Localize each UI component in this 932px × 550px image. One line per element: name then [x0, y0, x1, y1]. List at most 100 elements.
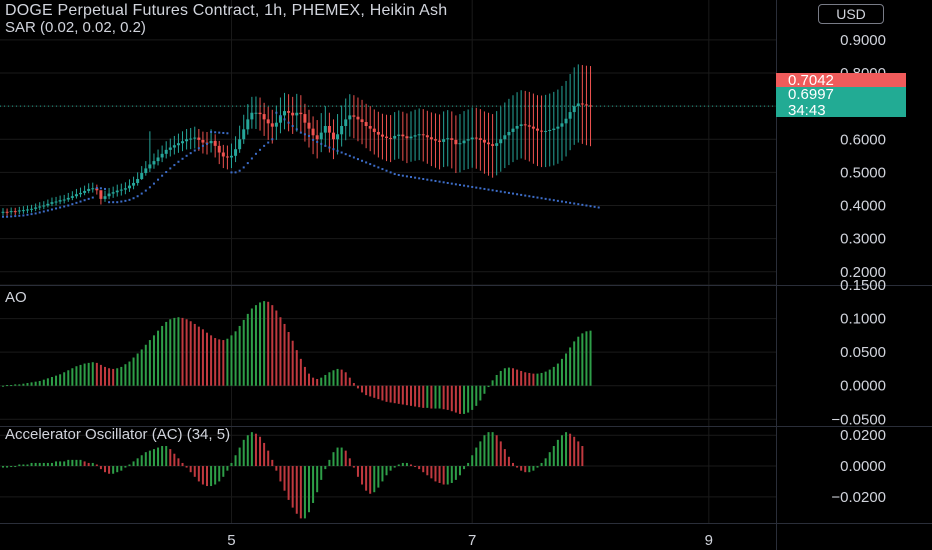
candle-body [401, 134, 405, 137]
ao-bar [46, 378, 49, 386]
sar-point [548, 198, 551, 201]
sar-point [157, 178, 160, 181]
candle-body [311, 128, 315, 136]
candle-body [164, 149, 168, 154]
sar-point [365, 161, 368, 164]
ac-bar [434, 466, 437, 482]
ao-bar [373, 385, 376, 398]
ac-bar [79, 459, 82, 467]
ac-bar [577, 441, 580, 467]
sar-point [46, 209, 49, 212]
symbol-title[interactable]: DOGE Perpetual Futures Contract, 1h, PHE… [5, 2, 448, 19]
ac-bar [401, 462, 404, 467]
ac-bar [442, 466, 445, 485]
ao-bar [479, 385, 482, 401]
sar-point [516, 193, 519, 196]
ac-bar [283, 466, 286, 491]
ao-bar [91, 362, 94, 386]
sar-point [181, 157, 184, 160]
candle-body [540, 130, 544, 132]
ao-bar [520, 370, 523, 386]
ao-bar [499, 370, 502, 386]
candle-body [360, 119, 364, 123]
candle-body [417, 134, 421, 136]
ao-bar [177, 317, 180, 386]
ao-bar [112, 368, 115, 386]
ac-bar [152, 449, 155, 467]
ac-bar [250, 432, 253, 467]
candle-body [564, 118, 568, 124]
price-pane[interactable] [0, 64, 776, 218]
candle-body [340, 126, 344, 135]
ao-bar [336, 368, 339, 386]
ao-indicator-label[interactable]: AO [5, 289, 27, 306]
ao-bar [332, 370, 335, 386]
sar-point [381, 168, 384, 171]
ac-bar [22, 464, 25, 467]
ao-bar [320, 377, 323, 386]
ac-pane[interactable] [2, 432, 584, 519]
sar-point [479, 187, 482, 190]
ao-bar [589, 330, 592, 386]
candle-body [160, 153, 164, 158]
ac-bar [512, 462, 514, 467]
candle-body [487, 142, 491, 145]
ao-bar [524, 372, 527, 386]
ao-bar [234, 331, 237, 386]
ac-indicator-label[interactable]: Accelerator Oscillator (AC) (34, 5) [5, 426, 231, 443]
sar-point [454, 183, 457, 186]
sar-point [242, 166, 245, 169]
candle-body [103, 196, 107, 199]
sar-point [59, 206, 62, 209]
ao-bar [22, 383, 25, 386]
candle-body [189, 138, 193, 140]
candle-body [13, 211, 17, 213]
candle-body [225, 156, 229, 158]
price-tick-label: 0.6000 [840, 131, 886, 148]
candle-body [30, 208, 34, 210]
ao-bar [38, 381, 41, 386]
candle-body [91, 188, 95, 190]
candle-body [123, 188, 127, 190]
ao-bar [377, 385, 380, 400]
ac-bar [397, 464, 400, 467]
ao-bar [30, 382, 33, 386]
ao-bar [283, 323, 286, 386]
ao-bar [483, 385, 486, 394]
ao-bar [426, 385, 429, 408]
ao-bar [458, 385, 461, 414]
ac-bar [536, 466, 539, 468]
ac-bar [560, 435, 563, 467]
ao-bar [104, 366, 106, 386]
ao-bar [144, 344, 147, 386]
ao-bar [173, 317, 176, 386]
time-axis[interactable]: 5 7 9 [227, 532, 713, 549]
ac-bar [87, 462, 90, 467]
ao-bar [434, 385, 437, 409]
ac-bar [67, 459, 70, 467]
ao-bar [2, 385, 4, 387]
ao-bar [148, 340, 151, 386]
ac-bar [581, 446, 584, 467]
ao-bar [124, 364, 127, 386]
sar-point [67, 204, 70, 207]
ac-bar [181, 462, 184, 467]
ac-bar [263, 442, 266, 467]
ac-bar [18, 464, 21, 467]
candle-body [389, 137, 393, 139]
candle-body [421, 134, 425, 136]
ao-bar [471, 385, 474, 410]
sar-point [189, 152, 192, 155]
ao-bar [214, 338, 217, 386]
sar-point [108, 201, 111, 204]
ac-bar [373, 466, 376, 493]
ac-bar [377, 466, 380, 488]
sar-indicator-label[interactable]: SAR (0.02, 0.02, 0.2) [5, 19, 146, 36]
ao-pane[interactable] [2, 301, 592, 414]
currency-button[interactable]: USD [818, 4, 884, 24]
ao-bar [157, 330, 160, 386]
ao-bar [565, 353, 568, 386]
ao-bar [87, 362, 90, 386]
sar-point [430, 179, 433, 182]
